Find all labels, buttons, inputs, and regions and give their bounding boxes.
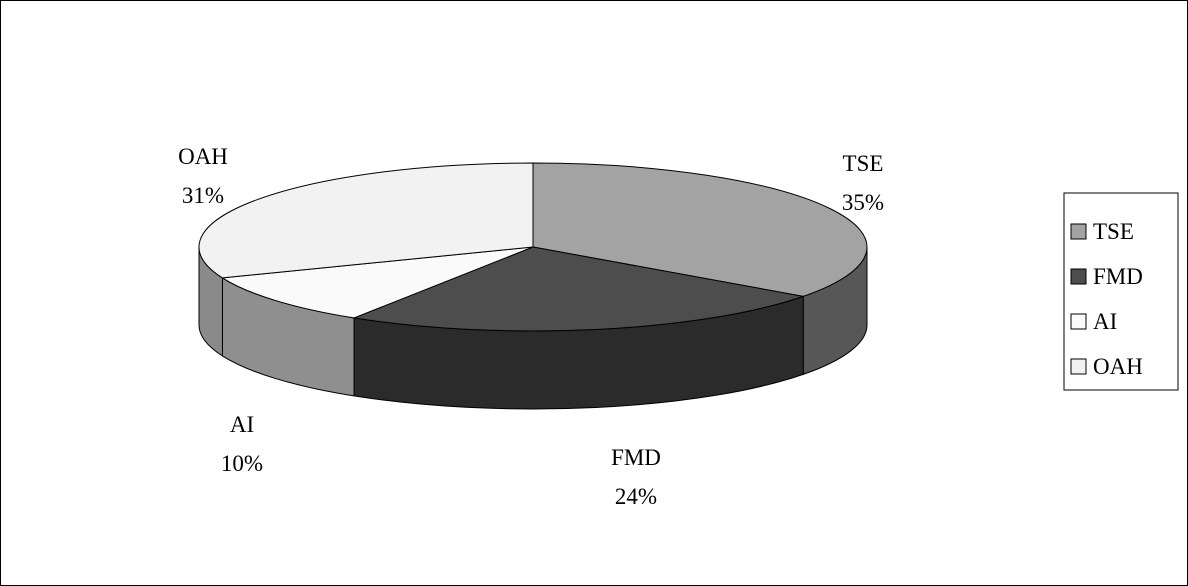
data-label-ai: AI: [230, 412, 254, 437]
data-label-ai-percent: 10%: [221, 451, 263, 476]
legend-swatch-ai: [1070, 313, 1087, 330]
legend-swatch-fmd: [1070, 268, 1087, 285]
data-label-fmd: FMD: [611, 445, 661, 470]
legend-label-fmd: FMD: [1093, 264, 1143, 289]
pie-slice-ai: [220, 246, 534, 319]
pie-slice-fmd: [352, 246, 806, 332]
pie-tops: [198, 162, 868, 332]
legend-swatch-oah: [1070, 358, 1087, 375]
data-label-tse-percent: 35%: [842, 190, 884, 215]
data-label-oah: OAH: [178, 144, 228, 169]
pie-labels: TSE 35% FMD 24% AI 10% OAH 31%: [178, 144, 884, 509]
pie-sides: [198, 246, 868, 410]
legend-label-tse: TSE: [1093, 219, 1134, 244]
data-label-oah-percent: 31%: [182, 183, 224, 208]
pie-slice-tse: [532, 162, 868, 297]
pie-slice-oah: [198, 162, 534, 279]
legend-label-ai: AI: [1093, 309, 1117, 334]
legend-label-oah: OAH: [1093, 354, 1143, 379]
legend: TSE FMD AI OAH: [1063, 192, 1179, 391]
data-label-fmd-percent: 24%: [615, 484, 657, 509]
legend-swatch-tse: [1070, 223, 1087, 240]
data-label-tse: TSE: [843, 151, 884, 176]
